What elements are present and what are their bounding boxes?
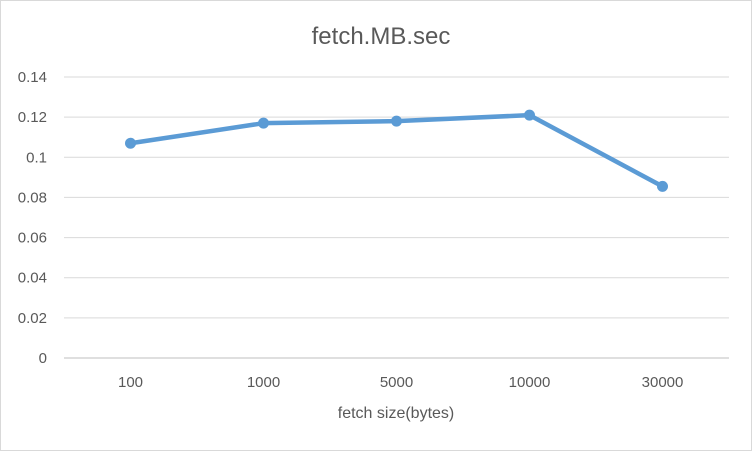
y-tick-label: 0.06 bbox=[18, 230, 47, 247]
data-point bbox=[258, 117, 269, 129]
data-point bbox=[657, 180, 668, 192]
y-tick-label: 0.08 bbox=[18, 189, 47, 206]
x-tick-label: 100 bbox=[118, 374, 143, 391]
y-tick-label: 0.12 bbox=[18, 109, 47, 126]
y-tick-label: 0.04 bbox=[18, 270, 47, 287]
data-point bbox=[391, 115, 402, 127]
y-tick-label: 0.1 bbox=[26, 149, 47, 166]
y-tick-label: 0.02 bbox=[18, 310, 47, 327]
x-tick-label: 5000 bbox=[380, 374, 413, 391]
x-tick-label: 1000 bbox=[247, 374, 280, 391]
y-tick-label: 0.14 bbox=[18, 69, 47, 86]
x-axis-label: fetch size(bytes) bbox=[338, 405, 454, 422]
x-axis-ticks: 100 1000 5000 10000 30000 bbox=[118, 374, 683, 391]
data-point bbox=[524, 109, 535, 121]
y-tick-label: 0 bbox=[39, 350, 47, 367]
x-tick-label: 10000 bbox=[509, 374, 551, 391]
chart-title: fetch.MB.sec bbox=[312, 23, 451, 50]
series-group bbox=[125, 109, 668, 192]
data-point bbox=[125, 137, 136, 149]
y-axis-ticks: 0 0.02 0.04 0.06 0.08 0.1 0.12 0.14 bbox=[18, 69, 47, 367]
gridlines bbox=[64, 76, 729, 359]
x-tick-label: 30000 bbox=[642, 374, 684, 391]
